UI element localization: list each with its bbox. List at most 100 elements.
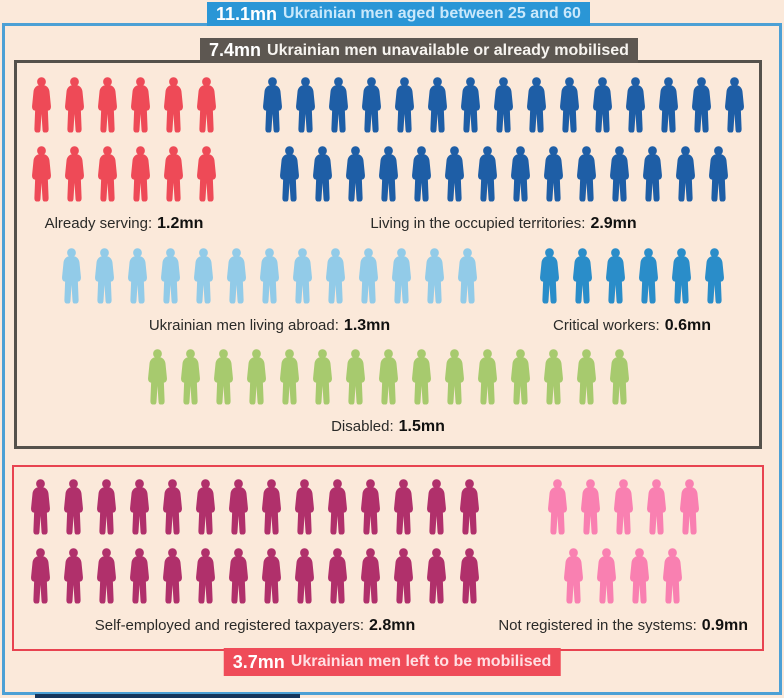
person-icon <box>609 349 629 405</box>
pictogram-row <box>543 546 704 608</box>
person-icon <box>197 77 216 133</box>
pictogram-grid <box>258 75 749 213</box>
person-icon <box>213 349 233 405</box>
group-critical-workers: Critical workers: 0.6mn <box>535 246 729 335</box>
caption-text: Self-employed and registered taxpayers: <box>94 617 365 634</box>
person-icon <box>606 247 625 304</box>
cropped-footer-bar <box>35 694 300 698</box>
person-icon <box>197 146 216 202</box>
group-self-employed: Self-employed and registered taxpayers: … <box>26 477 484 635</box>
person-icon <box>597 548 617 604</box>
person-icon <box>639 247 658 304</box>
person-icon <box>312 349 332 405</box>
person-icon <box>460 479 479 535</box>
person-icon <box>708 146 728 202</box>
person-icon <box>329 77 348 133</box>
pictogram-grid <box>535 246 729 315</box>
person-icon <box>328 548 347 604</box>
person-icon <box>543 349 563 405</box>
person-icon <box>295 479 314 535</box>
person-icon <box>196 548 215 604</box>
group-caption: Disabled: 1.5mn <box>331 418 445 436</box>
person-icon <box>229 479 248 535</box>
row-serving-occupied: Already serving: 1.2mn Living in the occ… <box>27 75 749 233</box>
person-icon <box>494 77 513 133</box>
person-icon <box>65 77 84 133</box>
pictogram-row <box>27 144 221 206</box>
person-icon <box>296 77 315 133</box>
person-icon <box>613 479 633 535</box>
person-icon <box>262 479 281 535</box>
person-icon <box>65 146 84 202</box>
person-icon <box>32 146 51 202</box>
unavailable-value: 7.4mn <box>209 40 262 60</box>
group-living-abroad: Ukrainian men living abroad: 1.3mn <box>57 246 482 335</box>
person-icon <box>326 247 345 304</box>
person-icon <box>359 247 378 304</box>
person-icon <box>411 349 431 405</box>
person-icon <box>229 548 248 604</box>
person-icon <box>540 247 559 304</box>
person-icon <box>477 146 497 202</box>
person-icon <box>427 479 446 535</box>
person-icon <box>560 77 579 133</box>
pictogram-grid <box>26 477 484 615</box>
person-icon <box>246 349 266 405</box>
pictogram-row <box>258 144 749 206</box>
person-icon <box>626 77 645 133</box>
person-icon <box>642 146 662 202</box>
person-icon <box>130 479 149 535</box>
caption-text: Ukrainian men living abroad: <box>148 316 339 334</box>
group-caption: Ukrainian men living abroad: 1.3mn <box>149 317 390 335</box>
person-icon <box>194 247 213 304</box>
person-icon <box>64 548 83 604</box>
person-icon <box>394 548 413 604</box>
person-icon <box>131 146 150 202</box>
person-icon <box>675 146 695 202</box>
pictogram-row <box>258 75 749 137</box>
pictogram-row <box>535 246 729 308</box>
mobilise-label: Ukrainian men left to be mobilised <box>290 653 552 670</box>
person-icon <box>31 548 50 604</box>
mobilise-box: Self-employed and registered taxpayers: … <box>12 465 764 651</box>
caption-value: 0.9mn <box>701 617 748 634</box>
person-icon <box>130 548 149 604</box>
person-icon <box>692 77 711 133</box>
mobilise-banner: 3.7mn Ukrainian men left to be mobilised <box>223 648 561 676</box>
pictogram-row <box>543 477 704 539</box>
group-caption: Already serving: 1.2mn <box>45 215 204 233</box>
mobilise-value: 3.7mn <box>232 651 285 672</box>
person-icon <box>31 479 50 535</box>
pictogram-row <box>27 75 221 137</box>
pictogram-row <box>26 546 484 608</box>
person-icon <box>64 479 83 535</box>
person-icon <box>378 349 398 405</box>
person-icon <box>510 349 530 405</box>
person-icon <box>260 247 279 304</box>
pictogram-row <box>143 347 634 409</box>
person-icon <box>164 77 183 133</box>
person-icon <box>444 349 464 405</box>
pictogram-row <box>57 246 482 308</box>
caption-value: 1.2mn <box>157 215 204 232</box>
caption-text: Disabled: <box>331 418 394 435</box>
person-icon <box>328 479 347 535</box>
person-icon <box>444 146 464 202</box>
group-caption: Self-employed and registered taxpayers: … <box>95 617 416 635</box>
caption-text: Already serving: <box>44 215 153 232</box>
person-icon <box>646 479 666 535</box>
caption-text: Living in the occupied territories: <box>370 215 586 232</box>
person-icon <box>378 146 398 202</box>
person-icon <box>163 479 182 535</box>
person-icon <box>461 77 480 133</box>
person-icon <box>97 548 116 604</box>
person-icon <box>295 548 314 604</box>
caption-value: 2.8mn <box>369 617 416 634</box>
person-icon <box>362 77 381 133</box>
group-caption: Not registered in the systems: 0.9mn <box>498 617 748 635</box>
person-icon <box>564 548 584 604</box>
person-icon <box>547 479 567 535</box>
group-caption: Living in the occupied territories: 2.9m… <box>370 215 636 233</box>
person-icon <box>263 77 282 133</box>
person-icon <box>227 247 246 304</box>
